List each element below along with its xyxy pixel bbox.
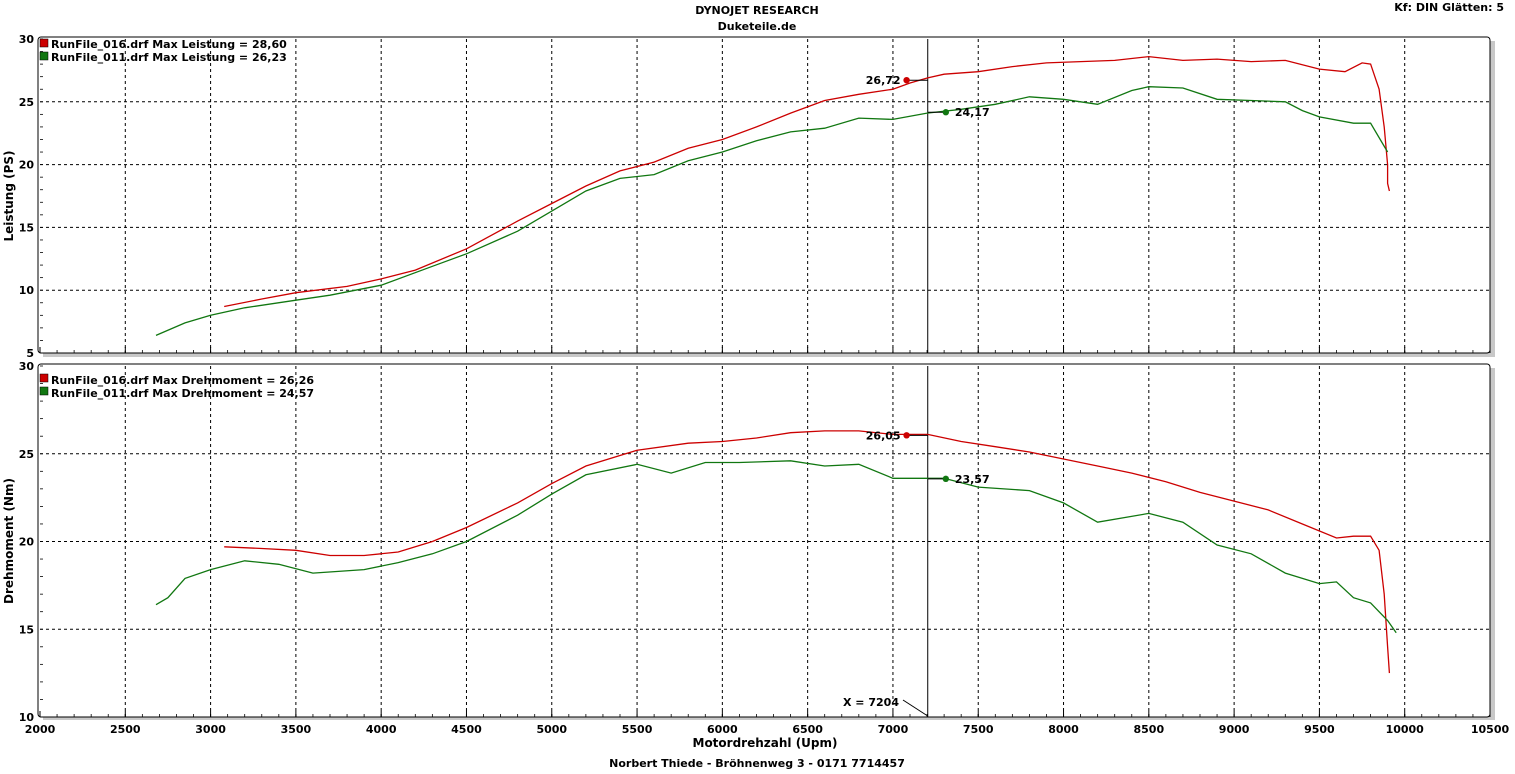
cursor-label-pointer [902,699,929,717]
x-tick-label: 9500 [1304,723,1335,736]
cursor-label: X = 7204 [843,696,899,709]
x-tick-label: 7000 [878,723,909,736]
power-marker-dot-run011 [942,109,950,116]
torque-marker-label-run011: 23,57 [955,473,990,486]
power-series-run016-line [224,55,1391,308]
x-tick-label: 9000 [1219,723,1250,736]
torque-y-tick-label: 25 [19,448,34,461]
torque-y-tick-label: 10 [19,711,35,724]
x-tick-label: 5500 [622,723,653,736]
x-tick-label: 5000 [536,723,567,736]
legend-power-run011: RunFile_011.drf Max Leistung = 26,23 [51,51,287,64]
x-tick-label: 10000 [1386,723,1425,736]
power-y-tick-label: 5 [26,347,34,360]
x-tick-label: 7500 [963,723,994,736]
torque-y-tick-label: 30 [19,360,35,373]
power-y-tick-label: 30 [19,33,35,46]
torque-y-tick-label: 20 [19,536,35,549]
x-tick-label: 2000 [25,723,56,736]
torque-series-run016-line [224,430,1391,674]
power-series-run011-line [155,86,1389,336]
grid-layer [39,38,1491,718]
x-tick-label: 4000 [366,723,397,736]
torque-series-run011-line [155,460,1397,634]
legend-swatch-green-power [39,51,49,61]
power-y-tick-label: 15 [19,221,34,234]
labels-layer: 5 10 15 20 25 30 26,72 24,17 10 15 20 25 30 26,05 23,5… [19,33,1510,736]
chart-title: DYNOJET RESEARCH [695,4,818,17]
torque-marker-label-run016: 26,05 [866,429,901,442]
series-layer [155,55,1397,674]
power-marker-label-run011: 24,17 [955,106,990,119]
x-tick-label: 3000 [195,723,226,736]
legend-power-run016: RunFile_016.drf Max Leistung = 28,60 [51,38,287,51]
x-tick-label: 3500 [281,723,312,736]
torque-marker-dot-run016 [903,432,910,439]
legend-swatch-red-torque [39,373,49,383]
power-marker-dot-run016 [903,76,910,84]
legend-torque-run011: RunFile_011.drf Max Drehmoment = 24,57 [51,387,314,400]
x-tick-label: 10500 [1471,723,1510,736]
torque-y-tick-label: 15 [19,623,34,636]
x-tick-label: 6000 [707,723,738,736]
legend-torque-run016: RunFile_016.drf Max Drehmoment = 26,26 [51,374,314,387]
power-ylabel: Leistung (PS) [2,150,16,241]
torque-ylabel: Drehmoment (Nm) [2,478,16,604]
x-tick-label: 2500 [110,723,141,736]
x-tick-label: 8000 [1048,723,1079,736]
x-axis-title: Motordrehzahl (Upm) [693,736,838,750]
x-tick-label: 6500 [792,723,823,736]
x-tick-label: 8500 [1134,723,1165,736]
power-y-tick-label: 10 [19,284,35,297]
torque-marker-dot-run011 [942,475,950,483]
legend-swatch-green-torque [39,386,49,396]
torque-panel [37,363,1491,718]
legend-swatch-red-power [39,38,49,48]
power-marker-label-run016: 26,72 [866,74,901,87]
x-tick-label: 4500 [451,723,482,736]
footer-text: Norbert Thiede - Bröhnenweg 3 - 0171 771… [609,757,905,770]
chart-subtitle: Duketeile.de [718,20,797,33]
power-y-tick-label: 20 [19,159,35,172]
power-y-tick-label: 25 [19,96,34,109]
settings-label: Kf: DIN Glätten: 5 [1394,1,1504,14]
